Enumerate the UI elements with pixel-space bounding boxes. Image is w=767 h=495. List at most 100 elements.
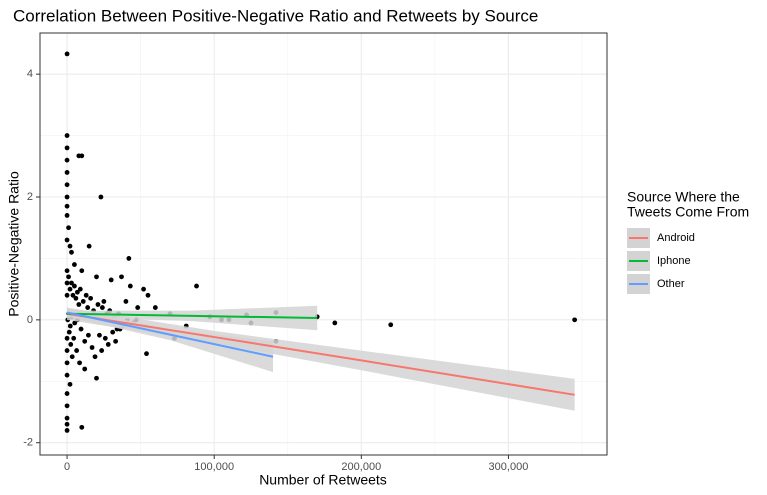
point (79, 424, 85, 430)
confidence-band (67, 305, 318, 331)
point (388, 322, 394, 328)
point (73, 295, 79, 301)
y-tick-label: -2 (23, 437, 33, 449)
point (97, 332, 102, 338)
point (72, 262, 77, 267)
point (64, 268, 70, 274)
point (67, 243, 73, 249)
point (99, 305, 105, 310)
y-tick-label: 2 (27, 191, 33, 203)
point (80, 299, 86, 304)
point (64, 182, 70, 188)
point (64, 133, 70, 138)
point (79, 153, 85, 159)
chart-title: Correlation Between Positive-Negative Ra… (13, 6, 538, 25)
point (69, 354, 75, 360)
point (88, 295, 94, 301)
point (70, 292, 76, 298)
x-tick-label: 300,000 (489, 461, 529, 473)
y-axis-label: Positive-Negative Ratio (6, 171, 22, 317)
point (85, 305, 91, 310)
point (74, 348, 80, 353)
point (67, 286, 73, 292)
point (64, 335, 70, 341)
point (101, 299, 107, 304)
x-tick-label: 0 (64, 461, 70, 473)
point (74, 289, 80, 295)
x-tick-label: 100,000 (194, 461, 234, 473)
point (144, 351, 149, 357)
point (79, 268, 85, 274)
legend-label: Android (657, 232, 695, 244)
point (95, 302, 101, 307)
point (66, 225, 71, 231)
legend-title: Source Where the (627, 189, 740, 205)
fit-line (66, 311, 274, 358)
point (64, 237, 70, 243)
point (64, 145, 70, 151)
point (69, 280, 74, 286)
point (135, 305, 141, 310)
point (113, 338, 119, 344)
point (332, 320, 338, 326)
point (94, 375, 99, 381)
point (194, 283, 199, 289)
point (92, 354, 98, 360)
point (86, 243, 92, 249)
point (82, 338, 88, 344)
point (82, 366, 88, 372)
fit-line (66, 312, 575, 396)
y-tick-label: 0 (27, 314, 33, 326)
x-tick-label: 200,000 (341, 461, 381, 473)
point (64, 157, 70, 163)
point (67, 381, 73, 387)
point (66, 329, 72, 335)
legend-label: Other (657, 278, 685, 290)
confidence-band (67, 307, 575, 411)
point (69, 249, 74, 255)
point (64, 360, 70, 366)
point (64, 391, 70, 396)
plot-border (39, 32, 608, 456)
point (64, 170, 70, 175)
point (64, 280, 70, 286)
y-tick-label: 4 (27, 68, 33, 80)
point (572, 317, 578, 323)
point (64, 348, 70, 353)
point (105, 342, 111, 347)
point (71, 335, 77, 341)
point (127, 283, 133, 289)
point (64, 428, 70, 433)
point (145, 292, 151, 298)
fit-line (67, 312, 318, 320)
point (94, 274, 99, 280)
point (123, 299, 129, 304)
point (86, 332, 91, 338)
legend-label: Iphone (657, 255, 691, 267)
point (66, 274, 71, 280)
point (72, 320, 78, 326)
point (64, 403, 70, 409)
point (64, 421, 70, 427)
point (83, 292, 89, 298)
point (64, 213, 70, 218)
point (67, 323, 73, 329)
point (64, 51, 70, 57)
point (99, 348, 105, 353)
point (64, 292, 70, 298)
point (102, 335, 108, 341)
point (72, 283, 77, 289)
point (64, 203, 70, 209)
point (76, 302, 82, 307)
point (152, 305, 158, 310)
point (77, 360, 82, 366)
point (98, 194, 104, 200)
point (119, 274, 124, 280)
point (68, 342, 74, 347)
point (141, 286, 146, 292)
legend-title: Tweets Come From (627, 204, 749, 220)
point (126, 256, 132, 261)
x-axis-label: Number of Retweets (259, 472, 387, 488)
point (89, 345, 95, 350)
